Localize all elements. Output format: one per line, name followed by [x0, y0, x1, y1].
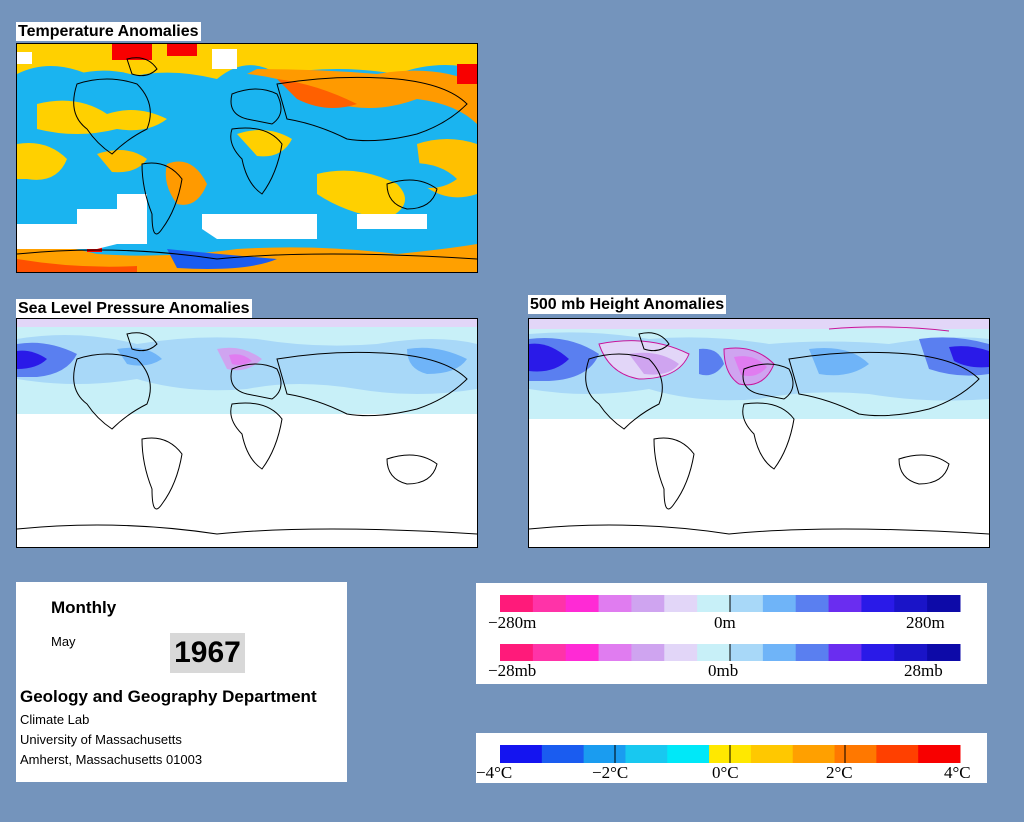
temperature-swatch — [876, 745, 919, 763]
height-swatch — [565, 595, 600, 612]
height-swatch — [762, 595, 797, 612]
temperature-swatch — [583, 745, 626, 763]
university-name: University of Massachusetts — [20, 732, 182, 747]
height-swatch — [927, 595, 961, 612]
height-swatch — [894, 595, 928, 612]
pressure-swatch — [664, 644, 698, 661]
temperature-anomalies-title: Temperature Anomalies — [16, 22, 201, 41]
500mb-height-title: 500 mb Height Anomalies — [528, 295, 727, 314]
temperature-swatch — [918, 745, 961, 763]
temperature-swatch — [792, 745, 836, 763]
height-swatch — [730, 595, 764, 612]
temperature-swatch — [667, 745, 710, 763]
pressure-swatch — [631, 644, 665, 661]
temp-label-1: −2°C — [592, 763, 628, 782]
height-swatch — [532, 595, 567, 612]
pressure-swatch — [927, 644, 961, 661]
height-swatch — [861, 595, 895, 612]
pressure-swatch — [565, 644, 600, 661]
pressure-swatch — [861, 644, 895, 661]
pressure-label-min: −28mb — [488, 661, 536, 680]
temperature-color-bar — [500, 745, 961, 763]
height-swatch — [664, 595, 698, 612]
info-panel: Monthly May 1967 Geology and Geography D… — [16, 582, 347, 782]
pressure-swatch — [532, 644, 567, 661]
500mb-height-map — [528, 318, 990, 548]
height-label-min: −280m — [488, 613, 536, 632]
height-swatch — [828, 595, 862, 612]
height-swatch — [598, 595, 632, 612]
pressure-label-zero: 0mb — [708, 661, 738, 680]
pressure-label-max: 28mb — [904, 661, 943, 680]
height-swatch — [697, 595, 731, 612]
sea-level-pressure-title: Sea Level Pressure Anomalies — [16, 299, 252, 318]
period-label: Monthly — [51, 598, 117, 617]
pressure-swatch — [828, 644, 862, 661]
height-pressure-legend: −280m 0m 280m −28mb 0mb 28mb — [476, 583, 987, 684]
temperature-swatch — [834, 745, 877, 763]
pressure-swatch — [598, 644, 632, 661]
temp-label-0: −4°C — [476, 763, 512, 782]
temp-label-2: 0°C — [712, 763, 739, 782]
department-name: Geology and Geography Department — [20, 687, 317, 706]
temp-label-4: 4°C — [944, 763, 971, 782]
lab-name: Climate Lab — [20, 712, 90, 727]
height-swatch — [795, 595, 830, 612]
sea-level-pressure-map — [16, 318, 478, 548]
height-swatch — [631, 595, 665, 612]
pressure-swatch — [500, 644, 534, 661]
year-display: 1967 — [170, 633, 245, 673]
temperature-swatch — [500, 745, 543, 763]
month-label: May — [51, 634, 76, 649]
pressure-swatch — [795, 644, 830, 661]
temp-label-3: 2°C — [826, 763, 853, 782]
pressure-swatch — [697, 644, 731, 661]
temperature-swatch — [750, 745, 794, 763]
height-label-max: 280m — [906, 613, 945, 632]
temperature-swatch — [541, 745, 585, 763]
pressure-swatch — [894, 644, 928, 661]
temperature-legend: −4°C −2°C 0°C 2°C 4°C — [476, 733, 987, 783]
address: Amherst, Massachusetts 01003 — [20, 752, 203, 767]
pressure-swatch — [762, 644, 797, 661]
pressure-swatch — [730, 644, 764, 661]
temperature-anomaly-map — [16, 43, 478, 273]
height-label-zero: 0m — [714, 613, 736, 632]
height-swatch — [500, 595, 534, 612]
height-color-bar — [500, 595, 961, 612]
temperature-swatch — [625, 745, 668, 763]
pressure-color-bar — [500, 644, 961, 661]
